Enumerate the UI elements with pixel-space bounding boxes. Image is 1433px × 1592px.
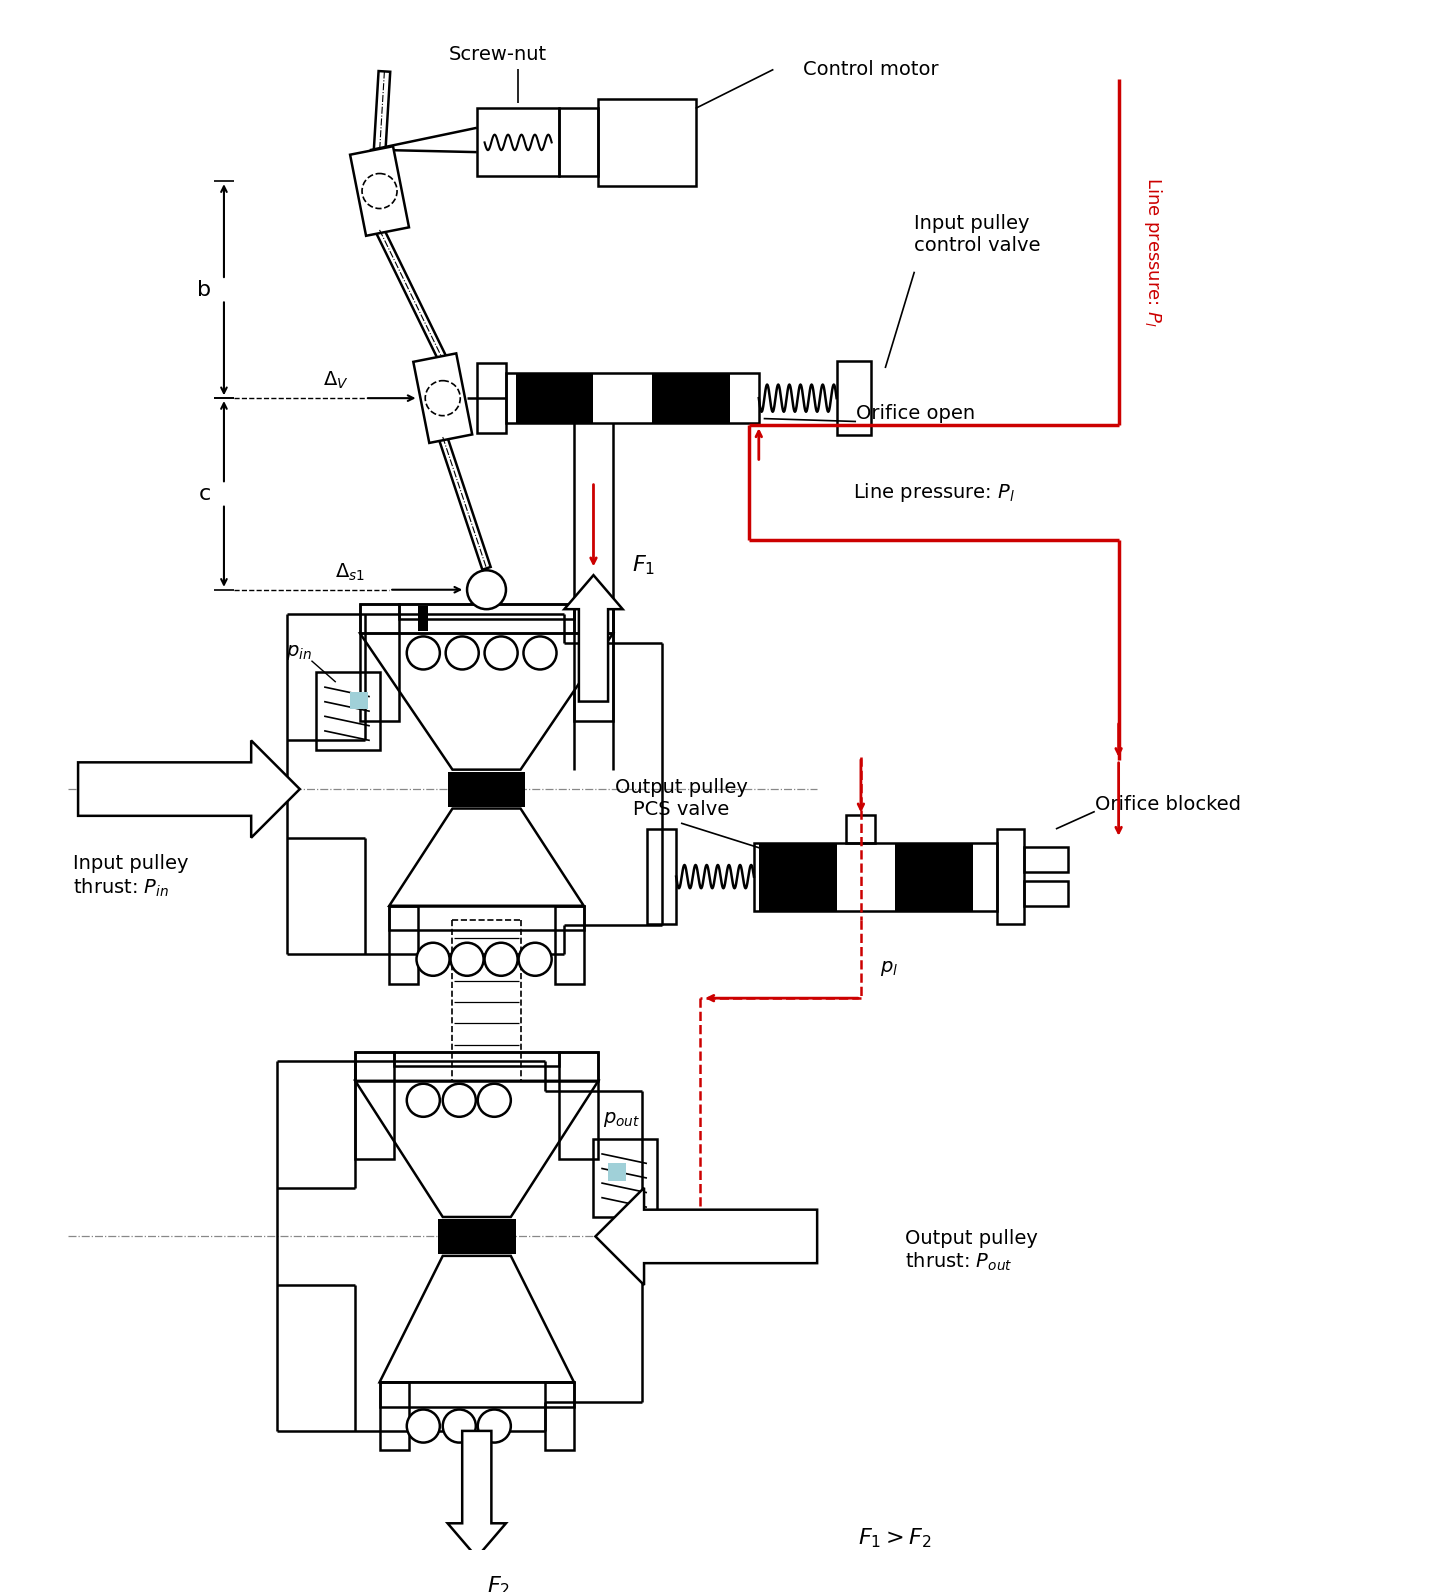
Bar: [1025, 882, 1068, 906]
Bar: [599, 99, 695, 186]
Polygon shape: [350, 146, 408, 236]
FancyArrow shape: [565, 575, 623, 702]
Text: c: c: [198, 484, 211, 505]
Circle shape: [477, 1084, 510, 1118]
Bar: [754, 842, 997, 911]
Bar: [506, 373, 759, 423]
Text: $\Delta_V$: $\Delta_V$: [322, 369, 348, 392]
Bar: [394, 1052, 559, 1067]
Text: Control motor: Control motor: [802, 60, 939, 78]
Text: Output pulley
PCS valve: Output pulley PCS valve: [615, 778, 748, 820]
Text: Input pulley
thrust: $P_{in}$: Input pulley thrust: $P_{in}$: [73, 855, 189, 899]
Text: $p_l$: $p_l$: [880, 960, 898, 979]
Text: $p_{in}$: $p_{in}$: [285, 643, 311, 662]
Text: Line pressure: $P_l$: Line pressure: $P_l$: [1142, 177, 1164, 328]
Text: $F_1$: $F_1$: [632, 554, 655, 578]
Bar: [390, 906, 583, 930]
Circle shape: [407, 637, 440, 670]
Polygon shape: [413, 353, 473, 443]
Bar: [360, 605, 398, 721]
Circle shape: [407, 1409, 440, 1442]
Circle shape: [426, 380, 460, 416]
Bar: [896, 842, 973, 911]
Bar: [380, 1382, 408, 1450]
Bar: [418, 607, 428, 630]
Circle shape: [477, 1409, 510, 1442]
Bar: [608, 1164, 626, 1181]
Bar: [559, 1052, 599, 1159]
Bar: [759, 842, 837, 911]
Text: Line pressure: $P_l$: Line pressure: $P_l$: [853, 481, 1015, 505]
Bar: [559, 108, 599, 177]
Bar: [646, 829, 676, 925]
Bar: [847, 815, 876, 842]
Bar: [477, 108, 559, 177]
Circle shape: [467, 570, 506, 610]
Bar: [350, 693, 368, 710]
Bar: [380, 1382, 575, 1407]
Polygon shape: [380, 1256, 575, 1382]
Bar: [516, 373, 593, 423]
Circle shape: [446, 637, 479, 670]
Circle shape: [443, 1084, 476, 1118]
Bar: [575, 605, 613, 721]
Bar: [447, 772, 526, 807]
Circle shape: [484, 942, 517, 976]
Text: Output pulley
thrust: $P_{out}$: Output pulley thrust: $P_{out}$: [904, 1229, 1037, 1274]
Circle shape: [363, 174, 397, 209]
Bar: [317, 672, 380, 750]
Bar: [477, 363, 506, 433]
FancyArrow shape: [77, 740, 299, 837]
FancyArrow shape: [447, 1431, 506, 1557]
Circle shape: [450, 942, 483, 976]
Circle shape: [407, 1084, 440, 1118]
Text: $F_2$: $F_2$: [487, 1574, 510, 1592]
Text: Orifice open: Orifice open: [856, 404, 976, 423]
Bar: [355, 1052, 599, 1081]
Polygon shape: [374, 72, 390, 153]
Text: Screw-nut: Screw-nut: [449, 46, 547, 64]
Bar: [355, 1052, 394, 1159]
Circle shape: [523, 637, 556, 670]
Bar: [1025, 847, 1068, 872]
Polygon shape: [438, 436, 490, 570]
Text: Input pulley
control valve: Input pulley control valve: [914, 215, 1040, 255]
Bar: [652, 373, 729, 423]
Text: $F_1 > F_2$: $F_1 > F_2$: [858, 1527, 931, 1549]
Bar: [593, 1140, 656, 1216]
Text: $p_{out}$: $p_{out}$: [603, 1110, 641, 1129]
Bar: [360, 605, 613, 634]
Bar: [555, 906, 583, 984]
Text: $\Delta_{s1}$: $\Delta_{s1}$: [335, 562, 365, 583]
Polygon shape: [360, 634, 613, 769]
Bar: [390, 906, 418, 984]
Polygon shape: [375, 228, 447, 361]
Bar: [545, 1382, 575, 1450]
Bar: [997, 829, 1025, 925]
Bar: [438, 1219, 516, 1254]
Circle shape: [417, 942, 450, 976]
Bar: [837, 361, 871, 435]
FancyArrow shape: [596, 1188, 817, 1285]
Circle shape: [443, 1409, 476, 1442]
Polygon shape: [390, 809, 583, 906]
Text: Orifice blocked: Orifice blocked: [1095, 794, 1241, 814]
Circle shape: [484, 637, 517, 670]
Circle shape: [519, 942, 552, 976]
Text: b: b: [198, 280, 212, 299]
Polygon shape: [355, 1081, 599, 1216]
Bar: [398, 605, 575, 619]
